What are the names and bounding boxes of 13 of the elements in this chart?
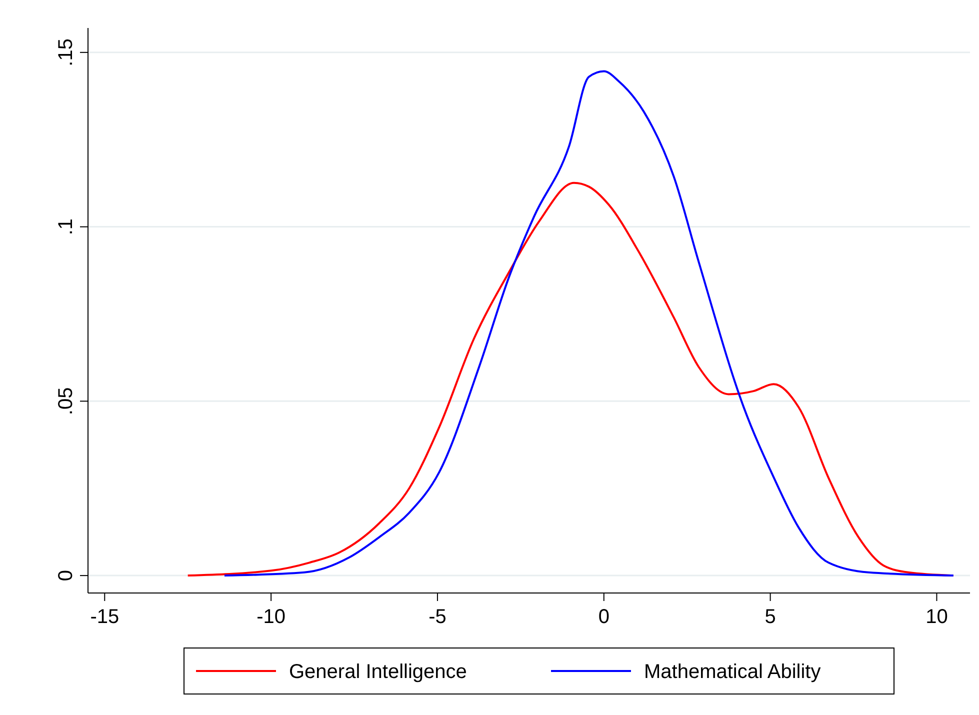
y-tick-label: .1: [55, 218, 77, 236]
x-tick-label: -5: [428, 606, 446, 628]
legend-label: Mathematical Ability: [644, 661, 821, 683]
x-tick-label: 5: [764, 606, 776, 628]
x-tick-label: -15: [90, 606, 120, 628]
legend-label: General Intelligence: [289, 661, 467, 683]
y-tick-label: 0: [55, 570, 77, 582]
y-tick-label: .05: [55, 387, 77, 416]
line-series: [223, 70, 954, 577]
x-tick-label: 10: [926, 606, 948, 628]
y-tick-label: .15: [55, 38, 77, 66]
x-tick-label: 0: [598, 606, 610, 628]
x-tick-label: -10: [256, 606, 286, 628]
